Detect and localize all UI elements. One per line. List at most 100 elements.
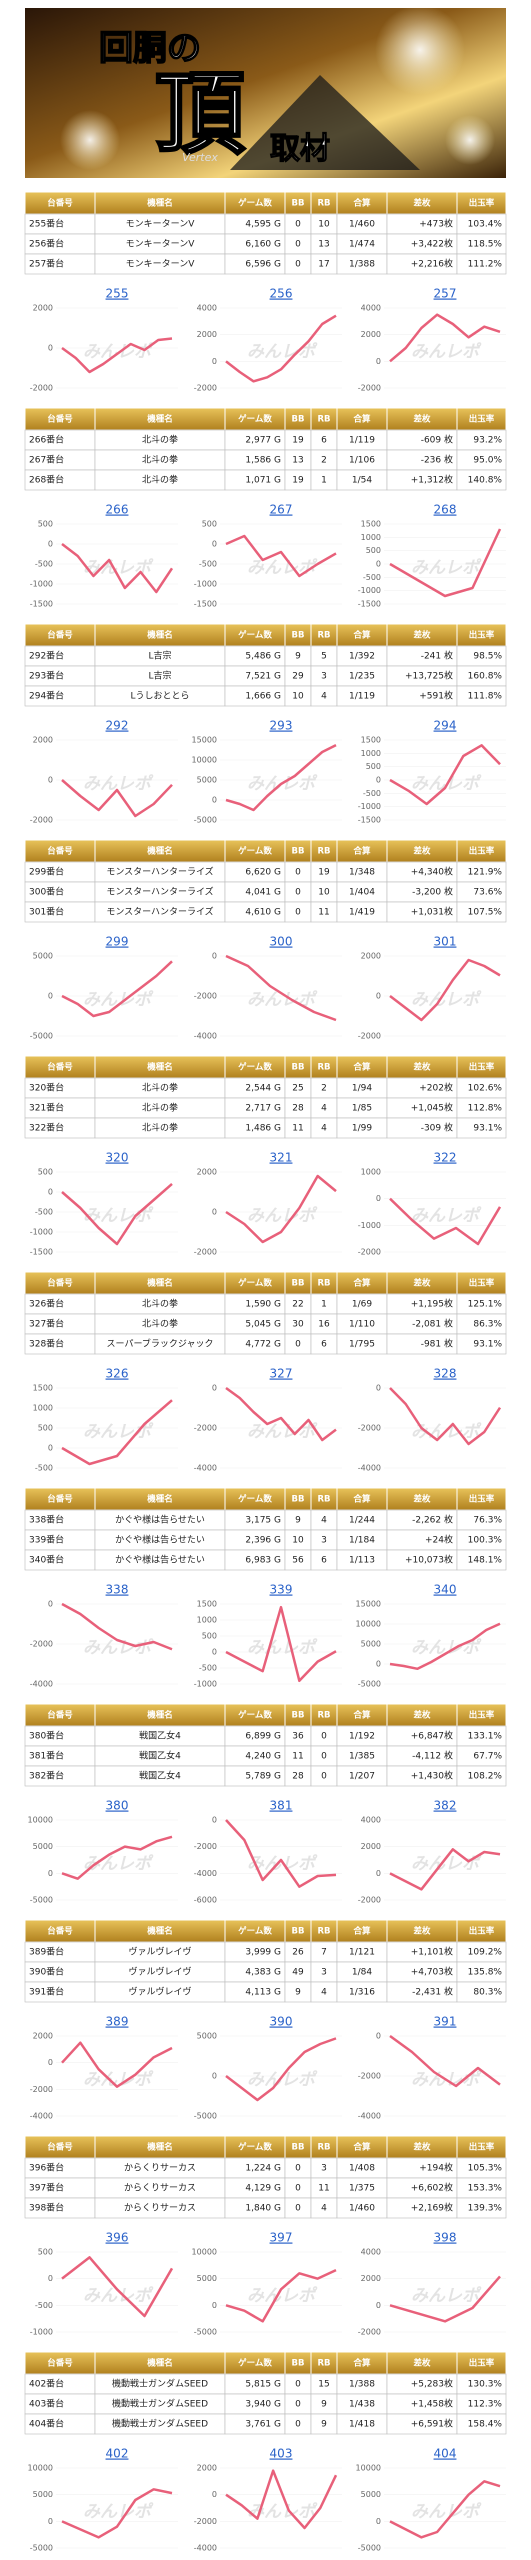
table-text: 6,160 G <box>245 240 281 250</box>
table-text: 36 <box>292 1732 304 1742</box>
table-text: 4 <box>321 1516 327 1526</box>
table-text: 5,789 G <box>245 1772 281 1782</box>
y-tick-label: -5000 <box>194 2328 217 2337</box>
chart-title[interactable]: 299 <box>106 935 129 949</box>
y-tick-label: 0 <box>48 776 53 785</box>
y-tick-label: -1500 <box>194 600 217 609</box>
column-header: 出玉率 <box>469 414 495 425</box>
table-text: -236 枚 <box>421 454 453 466</box>
y-tick-label: 0 <box>212 1208 217 1217</box>
column-header: ゲーム数 <box>238 2142 272 2153</box>
table-text: 5,815 G <box>245 2380 281 2390</box>
table-text: 1/192 <box>349 1732 375 1742</box>
table-text: 112.3% <box>468 2400 503 2410</box>
chart-title[interactable]: 293 <box>270 719 293 733</box>
table-text: 73.6% <box>473 888 502 898</box>
chart-title[interactable]: 326 <box>106 1367 129 1381</box>
watermark: みんレポ <box>247 558 318 578</box>
column-header: 機種名 <box>147 2358 173 2369</box>
chart-title[interactable]: 294 <box>434 719 457 733</box>
chart-title[interactable]: 266 <box>106 503 129 517</box>
chart-title[interactable]: 382 <box>434 1799 457 1813</box>
watermark: みんレポ <box>247 2070 318 2090</box>
chart-title[interactable]: 403 <box>270 2447 293 2461</box>
column-header: 出玉率 <box>469 1710 495 1721</box>
y-tick-label: 10000 <box>28 2464 53 2473</box>
chart-title[interactable]: 381 <box>270 1799 293 1813</box>
table-text: 4,595 G <box>245 220 281 230</box>
chart-title[interactable]: 301 <box>434 935 457 949</box>
watermark: みんレポ <box>83 2286 154 2306</box>
line-series <box>225 743 337 812</box>
column-header: BB <box>292 1063 305 1073</box>
line-series <box>389 1622 501 1671</box>
table-text: 2,717 G <box>245 1104 281 1114</box>
watermark: みんレポ <box>247 342 318 362</box>
chart-title[interactable]: 328 <box>434 1367 457 1381</box>
column-header: RB <box>317 2143 330 2153</box>
y-tick-label: 1500 <box>361 736 381 745</box>
chart-title[interactable]: 300 <box>270 935 293 949</box>
table-text: 403番台 <box>29 2398 64 2410</box>
table-text: 1/388 <box>349 260 375 270</box>
chart-title[interactable]: 339 <box>270 1583 293 1597</box>
table-text: 4,129 G <box>245 2184 281 2194</box>
chart-title[interactable]: 327 <box>270 1367 293 1381</box>
column-header: RB <box>317 1927 330 1937</box>
chart-title[interactable]: 267 <box>270 503 293 517</box>
table-text: 3 <box>321 1968 327 1978</box>
table-text: 1 <box>321 1300 327 1310</box>
chart-title[interactable]: 268 <box>434 503 457 517</box>
table-text: 6,899 G <box>245 1732 281 1742</box>
chart-title[interactable]: 255 <box>106 287 129 301</box>
y-tick-label: 4000 <box>361 2248 381 2257</box>
chart-title[interactable]: 380 <box>106 1799 129 1813</box>
y-tick-label: -2000 <box>30 816 53 825</box>
table-text: 2 <box>321 456 327 466</box>
chart-title[interactable]: 391 <box>434 2015 457 2029</box>
column-header: 出玉率 <box>469 1062 495 1073</box>
table-text: 160.8% <box>468 672 503 682</box>
watermark: みんレポ <box>83 558 154 578</box>
chart-title[interactable]: 338 <box>106 1583 129 1597</box>
chart-title[interactable]: 397 <box>270 2231 293 2245</box>
table-text: 0 <box>321 1772 327 1782</box>
table-text: からくりサーカス <box>124 2183 196 2194</box>
chart-title[interactable]: 402 <box>106 2447 129 2461</box>
table-text: 19 <box>292 436 304 446</box>
table-text: 398番台 <box>29 2202 64 2214</box>
table-text: 381番台 <box>29 1750 64 1762</box>
column-header: ゲーム数 <box>238 198 272 209</box>
chart-title[interactable]: 396 <box>106 2231 129 2245</box>
chart-title[interactable]: 256 <box>270 287 293 301</box>
table-text: 1/419 <box>349 908 375 918</box>
column-header: 差枚 <box>412 2358 431 2369</box>
table-text: 0 <box>295 908 301 918</box>
table-text: 105.3% <box>468 2164 503 2174</box>
chart-title[interactable]: 321 <box>270 1151 293 1165</box>
chart-title[interactable]: 322 <box>434 1151 457 1165</box>
chart-title[interactable]: 320 <box>106 1151 129 1165</box>
table-text: かぐや様は告らせたい <box>115 1534 205 1546</box>
column-header: 台番号 <box>47 1710 73 1721</box>
chart-title[interactable]: 390 <box>270 2015 293 2029</box>
chart-title[interactable]: 292 <box>106 719 129 733</box>
table-text: モンキーターンV <box>126 239 196 250</box>
table-text: 0 <box>295 868 301 878</box>
table-text: 6 <box>321 436 327 446</box>
chart-title[interactable]: 404 <box>434 2447 457 2461</box>
y-tick-label: -2000 <box>358 2328 381 2337</box>
table-text: 300番台 <box>29 886 64 898</box>
chart-title[interactable]: 398 <box>434 2231 457 2245</box>
column-header: 差枚 <box>412 1494 431 1505</box>
table-text: 25 <box>292 1084 303 1094</box>
chart-title[interactable]: 389 <box>106 2015 129 2029</box>
chart-title[interactable]: 340 <box>434 1583 457 1597</box>
chart-title[interactable]: 257 <box>434 287 457 301</box>
column-header: 差枚 <box>412 1278 431 1289</box>
y-tick-label: 2000 <box>33 736 53 745</box>
line-series <box>389 2480 501 2539</box>
table-text: 9 <box>295 652 301 662</box>
table-text: +6,602枚 <box>411 2182 453 2194</box>
table-text: 1/392 <box>349 652 375 662</box>
